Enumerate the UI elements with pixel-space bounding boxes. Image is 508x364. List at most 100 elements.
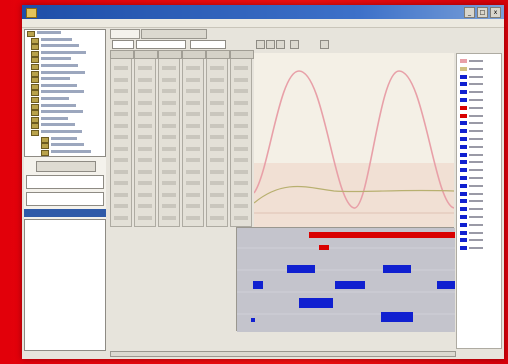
tree-item[interactable] xyxy=(25,76,105,84)
legend-item[interactable] xyxy=(458,198,486,204)
table-cell[interactable] xyxy=(114,192,128,197)
table-column-header[interactable] xyxy=(206,50,230,59)
table-cell[interactable] xyxy=(138,204,152,208)
tree-item[interactable] xyxy=(25,30,105,37)
table-cell[interactable] xyxy=(162,192,176,197)
table-cell[interactable] xyxy=(186,146,200,151)
legend-item[interactable] xyxy=(458,237,486,243)
table-cell[interactable] xyxy=(162,135,176,139)
table-cell[interactable] xyxy=(114,100,128,105)
table-cell[interactable] xyxy=(234,77,248,82)
table-cell[interactable] xyxy=(186,135,200,139)
table-cell[interactable] xyxy=(186,123,200,128)
table-cell[interactable] xyxy=(162,66,176,70)
table-column-header[interactable] xyxy=(182,50,206,59)
legend-item[interactable] xyxy=(458,214,486,220)
table-cell[interactable] xyxy=(234,100,248,105)
table-cell[interactable] xyxy=(138,112,152,116)
legend-item[interactable] xyxy=(458,81,486,87)
tree-item[interactable] xyxy=(25,50,105,57)
legend-item[interactable] xyxy=(458,191,486,197)
table-cell[interactable] xyxy=(210,89,224,93)
tree-item[interactable] xyxy=(25,70,105,77)
table-cell[interactable] xyxy=(114,66,128,70)
table-cell[interactable] xyxy=(186,181,200,185)
table-cell[interactable] xyxy=(186,169,200,174)
table-column-header[interactable] xyxy=(158,50,182,59)
legend-item[interactable] xyxy=(458,66,486,72)
table-cell[interactable] xyxy=(114,158,128,162)
table-cell[interactable] xyxy=(186,204,200,208)
tree-item[interactable] xyxy=(25,149,105,156)
table-cell[interactable] xyxy=(162,158,176,162)
tree-item[interactable] xyxy=(25,96,105,103)
toolbar-dropdown[interactable] xyxy=(112,40,134,49)
table-cell[interactable] xyxy=(234,181,248,185)
title-bar[interactable]: _ □ x xyxy=(22,5,504,19)
legend-item[interactable] xyxy=(458,97,486,103)
table-cell[interactable] xyxy=(234,192,248,197)
table-cell[interactable] xyxy=(210,66,224,70)
table-cell[interactable] xyxy=(162,77,176,82)
legend-item[interactable] xyxy=(458,105,486,111)
table-cell[interactable] xyxy=(210,158,224,162)
table-cell[interactable] xyxy=(234,146,248,151)
table-cell[interactable] xyxy=(138,135,152,139)
table-cell[interactable] xyxy=(210,112,224,116)
tree-item[interactable] xyxy=(25,136,105,143)
table-cell[interactable] xyxy=(210,204,224,208)
table-cell[interactable] xyxy=(186,215,200,220)
toolbar-icon-button[interactable] xyxy=(276,40,285,49)
panel-button[interactable] xyxy=(36,161,96,172)
toolbar-icon-button[interactable] xyxy=(256,40,265,49)
toolbar-select[interactable] xyxy=(136,40,186,49)
legend-item[interactable] xyxy=(458,245,486,251)
minimize-button[interactable]: _ xyxy=(464,7,475,18)
table-cell[interactable] xyxy=(138,181,152,185)
table-cell[interactable] xyxy=(234,89,248,93)
table-cell[interactable] xyxy=(210,215,224,220)
table-cell[interactable] xyxy=(138,66,152,70)
table-cell[interactable] xyxy=(210,192,224,197)
table-cell[interactable] xyxy=(138,89,152,93)
selected-row[interactable] xyxy=(24,209,106,217)
horizontal-scrollbar[interactable] xyxy=(110,351,456,357)
table-cell[interactable] xyxy=(162,123,176,128)
table-cell[interactable] xyxy=(138,77,152,82)
table-cell[interactable] xyxy=(234,158,248,162)
table-cell[interactable] xyxy=(234,215,248,220)
toolbar-icon-button[interactable] xyxy=(290,40,299,49)
table-cell[interactable] xyxy=(210,146,224,151)
table-cell[interactable] xyxy=(114,89,128,93)
table-cell[interactable] xyxy=(114,77,128,82)
table-cell[interactable] xyxy=(186,66,200,70)
table-cell[interactable] xyxy=(138,192,152,197)
table-cell[interactable] xyxy=(186,100,200,105)
table-cell[interactable] xyxy=(186,112,200,116)
toolbar-icon-button[interactable] xyxy=(320,40,329,49)
legend-item[interactable] xyxy=(458,222,486,228)
table-cell[interactable] xyxy=(186,77,200,82)
legend-item[interactable] xyxy=(458,152,486,158)
property-field[interactable] xyxy=(26,175,104,189)
table-cell[interactable] xyxy=(138,146,152,151)
table-cell[interactable] xyxy=(162,215,176,220)
table-cell[interactable] xyxy=(210,135,224,139)
table-cell[interactable] xyxy=(138,123,152,128)
table-cell[interactable] xyxy=(234,204,248,208)
tree-item[interactable] xyxy=(25,129,105,136)
table-cell[interactable] xyxy=(186,89,200,93)
legend-item[interactable] xyxy=(458,128,486,134)
legend-item[interactable] xyxy=(458,159,486,165)
value-field[interactable] xyxy=(26,192,104,206)
table-cell[interactable] xyxy=(234,169,248,174)
table-cell[interactable] xyxy=(234,66,248,70)
tree-item[interactable] xyxy=(25,103,105,110)
table-cell[interactable] xyxy=(234,135,248,139)
table-cell[interactable] xyxy=(162,100,176,105)
table-cell[interactable] xyxy=(138,215,152,220)
table-cell[interactable] xyxy=(138,169,152,174)
table-cell[interactable] xyxy=(210,123,224,128)
legend-item[interactable] xyxy=(458,113,486,119)
table-cell[interactable] xyxy=(114,112,128,116)
